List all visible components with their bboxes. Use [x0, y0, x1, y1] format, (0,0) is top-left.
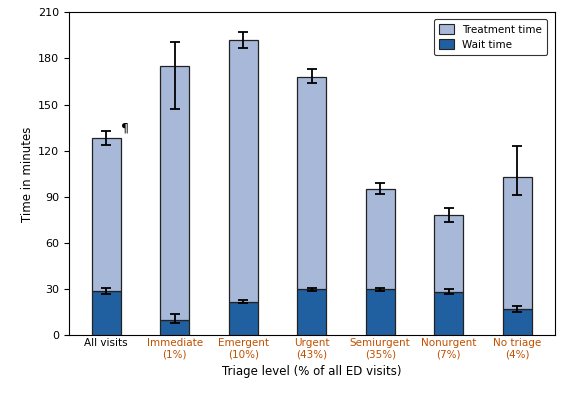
Bar: [503, 177, 531, 309]
Bar: [160, 66, 189, 320]
Bar: [229, 301, 257, 335]
Bar: [434, 292, 463, 335]
Bar: [366, 289, 395, 335]
Bar: [297, 77, 326, 289]
Bar: [229, 40, 257, 301]
Bar: [366, 189, 395, 289]
Bar: [297, 289, 326, 335]
Legend: Treatment time, Wait time: Treatment time, Wait time: [434, 19, 547, 55]
X-axis label: Triage level (% of all ED visits): Triage level (% of all ED visits): [222, 365, 402, 378]
Bar: [434, 216, 463, 292]
Bar: [92, 138, 121, 291]
Y-axis label: Time in minutes: Time in minutes: [21, 126, 34, 222]
Bar: [503, 309, 531, 335]
Text: ¶: ¶: [121, 121, 129, 134]
Bar: [92, 291, 121, 335]
Bar: [160, 320, 189, 335]
